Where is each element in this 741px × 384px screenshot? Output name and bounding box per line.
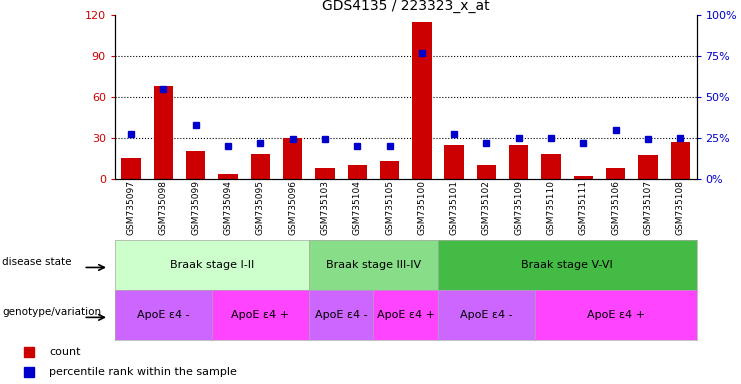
Bar bbox=[122, 158, 141, 179]
Bar bbox=[606, 168, 625, 179]
Bar bbox=[219, 174, 238, 179]
Bar bbox=[671, 142, 690, 179]
Bar bbox=[348, 165, 367, 179]
Text: count: count bbox=[49, 347, 81, 357]
Bar bbox=[315, 168, 335, 179]
Text: ApoE ε4 +: ApoE ε4 + bbox=[231, 310, 289, 320]
Bar bbox=[250, 154, 270, 179]
Text: ApoE ε4 -: ApoE ε4 - bbox=[460, 310, 513, 320]
Text: ApoE ε4 +: ApoE ε4 + bbox=[587, 310, 645, 320]
Bar bbox=[445, 144, 464, 179]
Text: Braak stage III-IV: Braak stage III-IV bbox=[326, 260, 421, 270]
Text: genotype/variation: genotype/variation bbox=[2, 307, 102, 318]
Text: ApoE ε4 -: ApoE ε4 - bbox=[137, 310, 190, 320]
Text: Braak stage V-VI: Braak stage V-VI bbox=[522, 260, 613, 270]
Text: Braak stage I-II: Braak stage I-II bbox=[170, 260, 254, 270]
Bar bbox=[509, 144, 528, 179]
Bar bbox=[186, 151, 205, 179]
Bar bbox=[542, 154, 561, 179]
Bar bbox=[153, 86, 173, 179]
Bar bbox=[476, 165, 496, 179]
Text: ApoE ε4 -: ApoE ε4 - bbox=[315, 310, 368, 320]
Text: disease state: disease state bbox=[2, 257, 72, 268]
Bar bbox=[380, 161, 399, 179]
Bar bbox=[283, 138, 302, 179]
Bar bbox=[412, 22, 431, 179]
Text: ApoE ε4 +: ApoE ε4 + bbox=[376, 310, 435, 320]
Title: GDS4135 / 223323_x_at: GDS4135 / 223323_x_at bbox=[322, 0, 490, 13]
Bar bbox=[574, 176, 593, 179]
Bar bbox=[638, 156, 658, 179]
Text: percentile rank within the sample: percentile rank within the sample bbox=[49, 367, 237, 377]
